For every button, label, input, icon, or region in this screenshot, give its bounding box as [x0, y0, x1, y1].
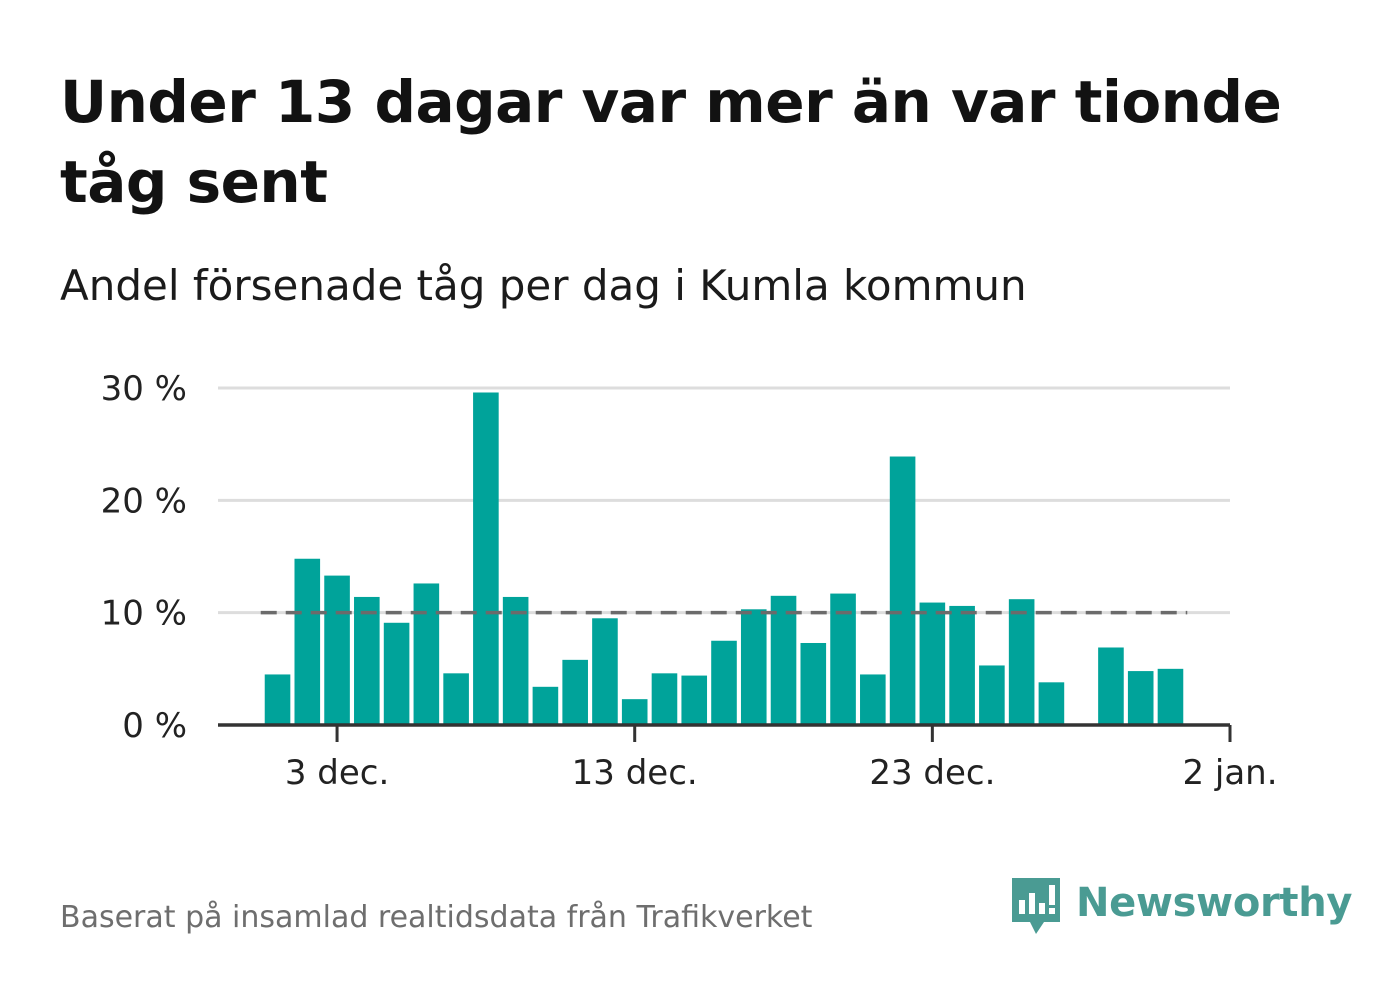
bar	[889, 456, 916, 725]
y-tick-label: 20 %	[101, 481, 187, 521]
y-tick-label: 30 %	[101, 369, 187, 409]
bar	[800, 642, 827, 725]
x-tick-label: 2 jan.	[1182, 753, 1277, 793]
bar	[354, 596, 380, 725]
y-tick-label: 0 %	[122, 706, 187, 746]
bar	[1127, 671, 1154, 725]
bar-chart: 0 % 10 % 20 % 30 % 3 dec. 13 dec. 23 dec. 2 ja…	[101, 369, 1278, 793]
bar	[830, 593, 856, 725]
bar	[860, 674, 886, 725]
brand-name: Newsworthy	[1076, 880, 1353, 926]
bar	[592, 618, 618, 725]
bar	[621, 699, 648, 725]
bar	[651, 673, 678, 725]
bar	[740, 609, 767, 725]
bar	[949, 605, 975, 725]
source-note: Baserat på insamlad realtidsdata från Tr…	[60, 900, 813, 935]
bar	[711, 640, 737, 725]
y-tick-label: 10 %	[101, 594, 187, 634]
x-tick-label: 13 dec.	[572, 753, 698, 793]
bar	[1008, 599, 1035, 725]
bar	[1098, 647, 1124, 725]
newsworthy-logo: Newsworthy	[1010, 876, 1353, 946]
bar	[532, 686, 559, 725]
x-axis-labels: 3 dec. 13 dec. 23 dec. 2 jan.	[285, 753, 1278, 793]
bar	[502, 596, 529, 725]
bar	[413, 583, 440, 725]
x-tick-label: 3 dec.	[285, 753, 389, 793]
bar	[770, 595, 797, 725]
bar	[324, 575, 350, 725]
bar-chart-logo-icon	[1012, 878, 1060, 934]
bar	[473, 392, 499, 725]
bar	[562, 659, 588, 725]
x-axis	[218, 723, 1232, 742]
bar	[979, 665, 1005, 725]
bar	[1038, 682, 1065, 725]
bar	[919, 602, 946, 725]
chart-title: Under 13 dagar var mer än var tionde tåg…	[60, 68, 1282, 216]
x-tick-label: 23 dec.	[869, 753, 995, 793]
bar	[264, 674, 291, 725]
y-axis-labels: 0 % 10 % 20 % 30 %	[101, 369, 187, 746]
bars	[264, 392, 1184, 725]
gridlines	[218, 386, 1230, 615]
bar	[1157, 668, 1184, 725]
bar	[443, 673, 469, 725]
chart-subtitle: Andel försenade tåg per dag i Kumla komm…	[60, 261, 1027, 310]
bar	[294, 558, 321, 725]
bar	[681, 675, 708, 725]
bar	[383, 622, 410, 725]
